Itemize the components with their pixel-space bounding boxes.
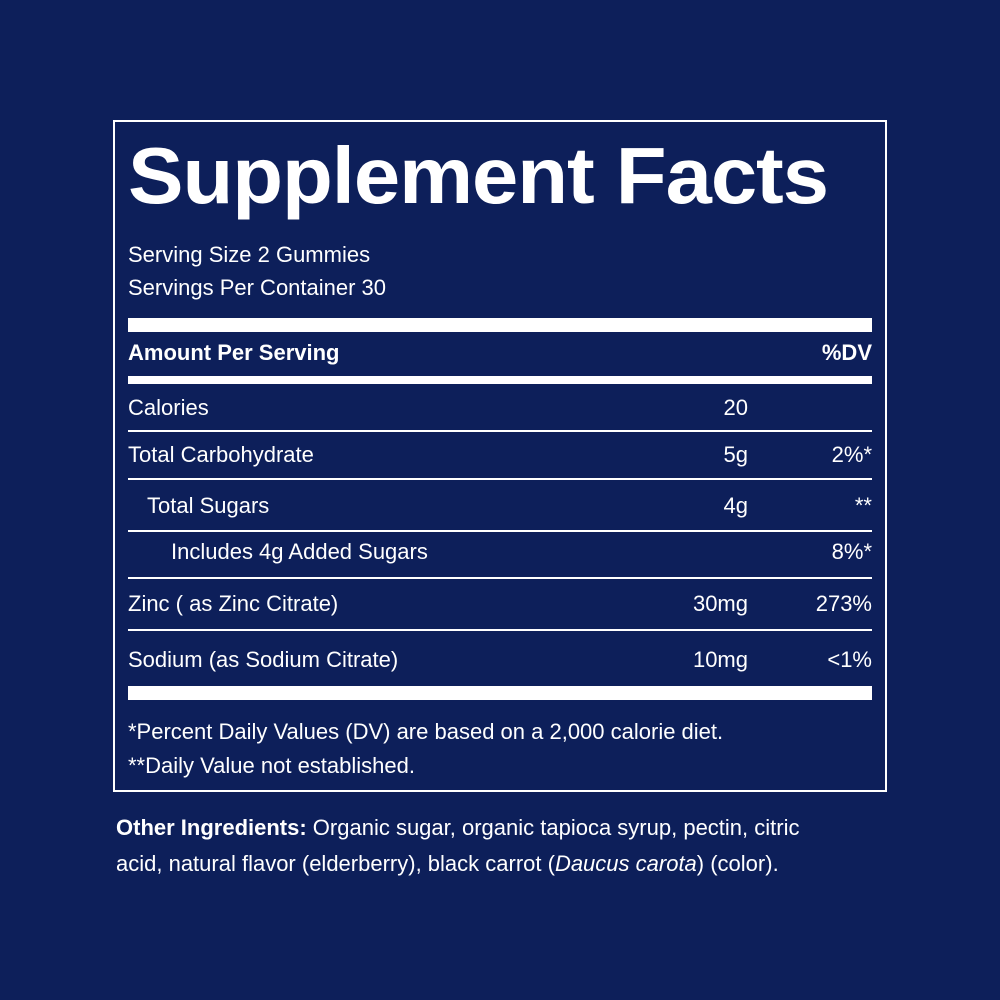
dv-header: %DV	[821, 340, 872, 365]
thick-divider	[128, 686, 872, 700]
ingredients-text: acid, natural flavor (elderberry), black…	[116, 851, 555, 876]
medium-divider	[128, 376, 872, 384]
row-added-sugars-name: Includes 4g Added Sugars	[171, 539, 428, 564]
panel-title: Supplement Facts	[128, 131, 829, 220]
row-added-sugars-dv: 8%*	[831, 539, 872, 564]
footnote-dv: *Percent Daily Values (DV) are based on …	[128, 719, 724, 744]
serving-size: Serving Size 2 Gummies	[128, 242, 371, 267]
ingredients-latin-name: Daucus carota	[554, 851, 697, 876]
row-sugars-name: Total Sugars	[147, 493, 270, 518]
other-ingredients-line-1: Other Ingredients: Organic sugar, organi…	[116, 815, 799, 841]
row-divider	[128, 530, 872, 532]
row-zinc-amount: 30mg	[692, 591, 748, 616]
row-sugars-amount: 4g	[723, 493, 748, 518]
row-carb-amount: 5g	[723, 442, 748, 467]
supplement-facts-panel	[113, 120, 887, 792]
footnote-not-established: **Daily Value not established.	[128, 753, 415, 778]
row-carb-name: Total Carbohydrate	[128, 442, 314, 467]
row-calories-name: Calories	[128, 395, 209, 420]
row-sodium-dv: <1%	[827, 647, 872, 672]
row-zinc-name: Zinc ( as Zinc Citrate)	[128, 591, 339, 616]
row-divider	[128, 478, 872, 480]
row-zinc-dv: 273%	[815, 591, 872, 616]
servings-per-container: Servings Per Container 30	[128, 275, 387, 300]
row-divider	[128, 577, 872, 579]
row-calories-amount: 20	[723, 395, 748, 420]
amount-per-serving-header: Amount Per Serving	[128, 340, 340, 365]
ingredients-text: ) (color).	[696, 851, 779, 876]
other-ingredients-label: Other Ingredients:	[116, 815, 307, 840]
row-sodium-name: Sodium (as Sodium Citrate)	[128, 647, 399, 672]
row-sodium-amount: 10mg	[692, 647, 748, 672]
row-sugars-dv: **	[854, 493, 872, 518]
row-divider	[128, 629, 872, 631]
thick-divider	[128, 318, 872, 332]
row-carb-dv: 2%*	[831, 442, 872, 467]
other-ingredients-line-2: acid, natural flavor (elderberry), black…	[116, 851, 779, 877]
ingredients-text: Organic sugar, organic tapioca syrup, pe…	[306, 815, 800, 840]
row-divider	[128, 430, 872, 432]
